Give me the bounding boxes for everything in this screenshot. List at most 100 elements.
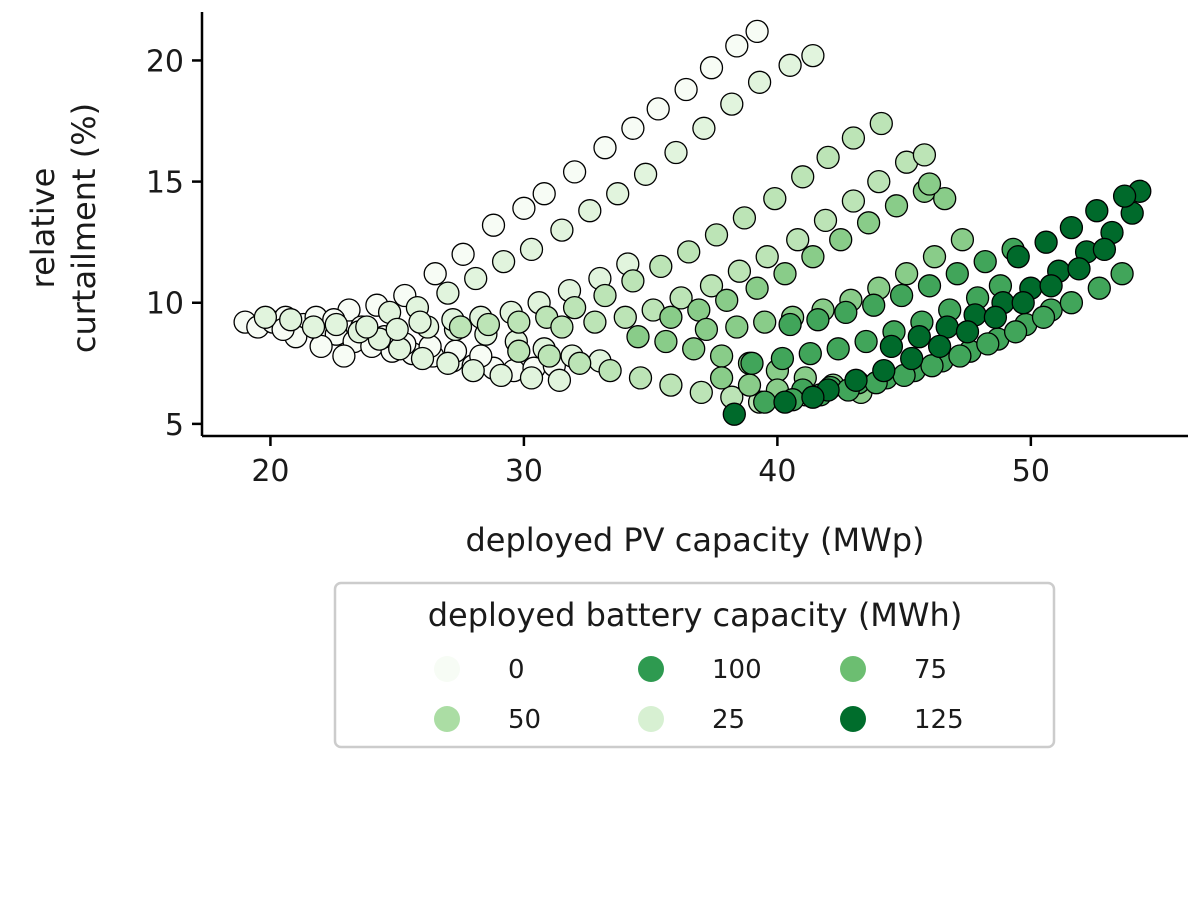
data-point xyxy=(628,366,653,390)
data-point xyxy=(476,312,501,337)
data-point xyxy=(547,368,572,392)
data-point xyxy=(481,213,506,237)
data-point xyxy=(841,126,866,150)
data-point xyxy=(491,249,516,274)
legend-label: 100 xyxy=(712,655,762,685)
data-point xyxy=(801,245,825,269)
legend-label: 125 xyxy=(914,705,964,735)
data-point xyxy=(436,281,460,305)
data-point xyxy=(621,269,645,293)
data-point xyxy=(976,332,1000,356)
data-point xyxy=(550,315,574,339)
data-point xyxy=(324,312,348,337)
y-tick-label: 10 xyxy=(146,287,184,322)
data-point xyxy=(917,172,942,196)
data-point xyxy=(664,140,688,165)
data-point xyxy=(687,298,711,322)
data-point xyxy=(659,305,683,329)
legend-label: 25 xyxy=(712,705,745,735)
data-point xyxy=(682,337,706,361)
data-point xyxy=(745,276,769,300)
legend-entries: 0 50 100 25 75 125 xyxy=(434,655,964,735)
data-point xyxy=(1059,291,1084,315)
data-point xyxy=(448,315,473,339)
data-point xyxy=(791,165,815,189)
data-point xyxy=(732,206,757,230)
legend-marker xyxy=(840,656,866,682)
data-point xyxy=(778,312,802,337)
data-point xyxy=(737,373,762,397)
data-point xyxy=(907,325,931,349)
data-point xyxy=(844,368,868,392)
data-point xyxy=(862,293,886,317)
data-point xyxy=(519,237,544,262)
data-point xyxy=(753,390,777,414)
data-point xyxy=(646,97,670,121)
data-point xyxy=(872,358,896,383)
data-point xyxy=(747,70,772,94)
data-point xyxy=(633,162,658,186)
data-point xyxy=(922,245,947,269)
data-point xyxy=(309,334,333,359)
y-axis-label-line-2: curtailment (%) xyxy=(65,103,103,353)
data-point xyxy=(512,196,536,220)
data-point xyxy=(649,254,673,279)
data-point xyxy=(1003,320,1028,344)
data-point xyxy=(806,308,830,332)
data-point xyxy=(725,315,749,339)
data-point xyxy=(279,308,303,332)
legend-marker xyxy=(638,706,664,732)
data-point xyxy=(410,346,435,371)
data-point xyxy=(867,169,891,194)
data-point xyxy=(856,211,881,235)
data-point xyxy=(912,143,937,167)
data-point xyxy=(854,329,878,354)
y-tick-label: 15 xyxy=(146,166,184,201)
data-point xyxy=(519,366,544,390)
x-tick-label: 40 xyxy=(758,454,796,489)
data-point xyxy=(813,208,838,233)
data-point xyxy=(879,334,904,359)
data-point xyxy=(770,346,795,371)
data-point xyxy=(869,111,893,136)
data-point xyxy=(727,259,752,283)
data-point xyxy=(894,262,919,286)
data-point xyxy=(578,199,602,223)
data-point xyxy=(621,116,645,140)
data-point xyxy=(778,53,802,77)
data-point xyxy=(301,315,326,339)
data-point xyxy=(613,305,637,329)
data-point xyxy=(489,363,513,388)
legend-marker xyxy=(638,656,664,682)
data-point xyxy=(740,351,764,375)
data-point xyxy=(1067,257,1091,281)
legend-marker xyxy=(434,656,460,682)
data-point xyxy=(388,337,412,361)
data-point xyxy=(593,283,617,308)
data-point xyxy=(507,339,531,363)
data-point xyxy=(423,262,447,286)
data-point xyxy=(945,262,969,286)
data-point xyxy=(1039,274,1063,298)
legend-title: deployed battery capacity (MWh) xyxy=(428,596,963,634)
data-point xyxy=(606,182,630,206)
data-point xyxy=(1085,199,1109,223)
data-point xyxy=(562,295,587,320)
legend: deployed battery capacity (MWh) 0 50 100 25… xyxy=(333,581,1056,749)
legend-label: 75 xyxy=(914,655,947,685)
data-point xyxy=(689,380,713,405)
y-axis-label-line-1: relative xyxy=(24,168,62,289)
data-point xyxy=(829,228,853,252)
legend-frame xyxy=(333,581,1056,749)
legend-label: 50 xyxy=(508,705,541,735)
data-point xyxy=(562,160,587,184)
data-point xyxy=(816,145,840,170)
data-point xyxy=(935,315,959,339)
data-point xyxy=(709,366,734,390)
data-point xyxy=(1034,230,1058,254)
data-point xyxy=(841,189,866,213)
legend-marker xyxy=(840,706,866,732)
data-point xyxy=(801,385,825,409)
x-tick-label: 20 xyxy=(251,454,289,489)
data-point xyxy=(745,19,769,44)
